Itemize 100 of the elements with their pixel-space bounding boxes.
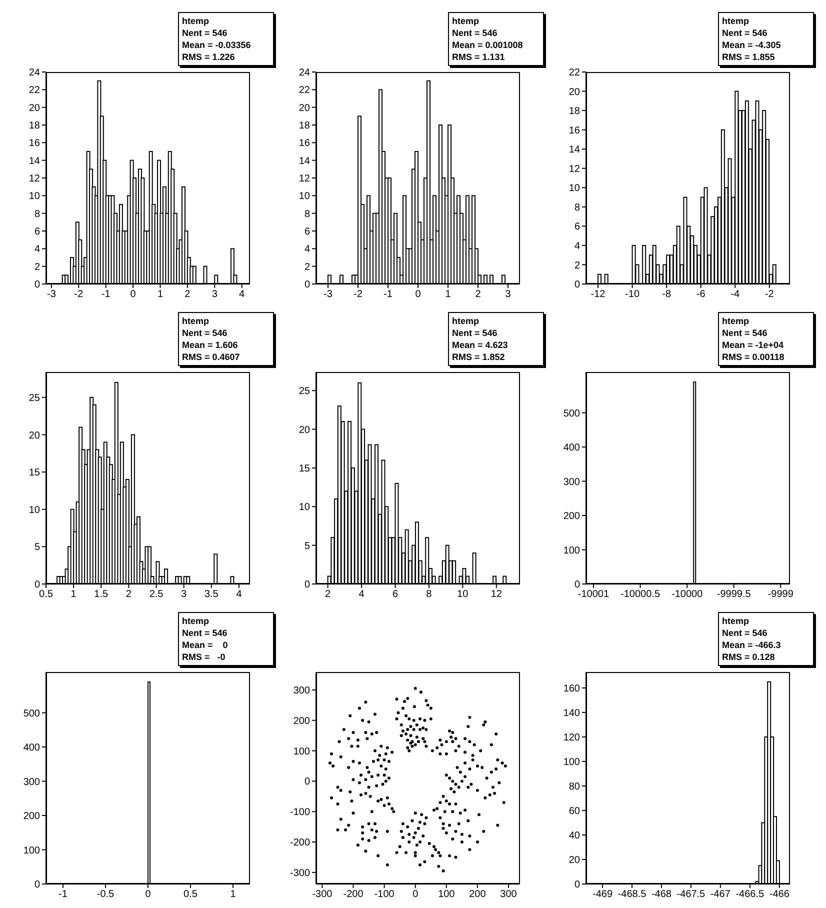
- y-tick-label: 500: [563, 408, 580, 420]
- text: RMS = 0.4607: [182, 351, 241, 363]
- y-tick-label: 100: [23, 845, 40, 856]
- x-tick-label: 3: [181, 589, 188, 600]
- y-tick-label: 0: [34, 880, 40, 891]
- x-tick-label: -9999: [768, 589, 794, 600]
- y-tick-label: 60: [568, 806, 580, 818]
- x-tick-label: 300: [500, 889, 518, 900]
- y-tick-label: 0: [304, 776, 310, 788]
- text: Mean = 4.623: [452, 339, 509, 351]
- y-tick-label: 100: [293, 746, 310, 758]
- text: Mean = -4.305: [722, 39, 782, 51]
- x-tick-label: 2: [126, 589, 132, 600]
- x-tick-label: 12: [490, 589, 502, 600]
- y-tick-label: 20: [568, 86, 580, 98]
- y-tick-label: 200: [23, 811, 40, 822]
- y-tick-label: 14: [568, 144, 580, 156]
- x-tick-label: 10: [457, 589, 469, 600]
- text: Nent = 546: [452, 327, 498, 339]
- y-tick-label: 12: [568, 164, 580, 175]
- x-tick-label: -1: [384, 289, 393, 300]
- y-tick-label: 15: [298, 463, 310, 474]
- text: Nent = 546: [452, 27, 498, 39]
- y-tick-label: 16: [28, 138, 40, 150]
- text: RMS = -0: [182, 651, 226, 663]
- x-tick-label: 0: [412, 889, 419, 900]
- text: RMS = 1.855: [722, 51, 776, 63]
- y-tick-label: 24: [298, 68, 310, 79]
- text: Mean = -1e+04: [722, 339, 785, 351]
- x-tick-label: -100: [374, 889, 395, 900]
- y-tick-label: 120: [563, 732, 580, 744]
- y-tick-label: 20: [298, 102, 310, 114]
- text: htemp: [182, 15, 210, 27]
- text: htemp: [182, 615, 210, 627]
- x-tick-label: 0: [130, 289, 136, 300]
- x-tick-label: -466: [769, 889, 790, 900]
- x-tick-label: -469: [592, 889, 613, 900]
- y-tick-label: 20: [28, 102, 40, 114]
- x-tick-label: -4: [730, 289, 740, 300]
- y-tick-label: 0: [304, 280, 310, 291]
- y-tick-label: 10: [28, 504, 40, 516]
- y-tick-label: 300: [23, 776, 40, 788]
- y-tick-label: 0: [574, 580, 580, 591]
- x-tick-label: -200: [343, 889, 364, 900]
- x-tick-label: -12: [590, 289, 606, 300]
- x-tick-label: -8: [662, 289, 672, 300]
- y-tick-label: 500: [23, 708, 40, 720]
- x-tick-label: -10000.5: [620, 589, 660, 600]
- x-tick-label: 1: [230, 889, 236, 900]
- y-tick-label: 10: [298, 502, 310, 514]
- text: Mean = 1.606: [182, 339, 239, 351]
- x-tick-label: 3: [505, 289, 512, 300]
- text: Mean = -466.3: [722, 639, 782, 651]
- x-tick-label: 4: [239, 289, 246, 300]
- y-tick-label: 8: [304, 208, 310, 220]
- text: htemp: [182, 315, 210, 327]
- y-tick-label: 16: [568, 125, 580, 136]
- y-tick-label: 100: [563, 545, 580, 556]
- x-tick-label: -468.5: [618, 889, 647, 900]
- x-tick-label: 100: [438, 889, 456, 900]
- y-tick-label: 0: [574, 880, 580, 891]
- y-tick-label: 22: [298, 85, 310, 96]
- y-tick-label: 0: [34, 580, 40, 591]
- x-tick-label: 3.5: [204, 589, 219, 600]
- text: RMS = 1.852: [452, 351, 506, 363]
- y-tick-label: 16: [298, 138, 310, 150]
- y-tick-label: 14: [298, 156, 310, 167]
- y-tick-label: 22: [568, 68, 580, 79]
- y-tick-label: 20: [568, 855, 580, 866]
- x-tick-label: -9999.5: [716, 589, 752, 600]
- y-tick-label: 18: [568, 106, 580, 118]
- x-tick-label: -10001: [578, 589, 610, 600]
- x-tick-label: 8: [426, 589, 432, 600]
- y-tick-label: 20: [28, 430, 40, 442]
- text: htemp: [722, 615, 750, 627]
- y-tick-label: 20: [298, 424, 310, 436]
- x-tick-label: 4: [358, 589, 365, 600]
- y-tick-label: 14: [28, 156, 40, 167]
- y-tick-label: 6: [304, 226, 310, 238]
- x-tick-label: 0.5: [184, 889, 198, 900]
- y-tick-label: 18: [298, 120, 310, 132]
- y-tick-label: -200: [290, 838, 310, 849]
- x-tick-label: -0.5: [96, 889, 115, 900]
- x-tick-label: -1: [101, 289, 111, 300]
- y-tick-label: 10: [298, 191, 310, 202]
- y-tick-label: 2: [34, 262, 40, 273]
- y-tick-label: 80: [568, 782, 580, 793]
- x-tick-label: 1: [445, 289, 452, 300]
- y-tick-label: 6: [574, 222, 580, 233]
- y-tick-label: 400: [23, 742, 40, 754]
- x-tick-label: 0.5: [39, 589, 54, 600]
- x-tick-label: 4: [236, 589, 242, 600]
- text: htemp: [722, 315, 750, 327]
- y-tick-label: 4: [574, 241, 580, 252]
- y-tick-label: 4: [304, 244, 310, 256]
- y-tick-label: 25: [298, 386, 310, 398]
- text: RMS = 1.226: [182, 51, 236, 63]
- x-tick-label: 1: [70, 589, 77, 600]
- x-tick-label: -10: [625, 289, 640, 300]
- y-tick-label: 12: [28, 174, 40, 185]
